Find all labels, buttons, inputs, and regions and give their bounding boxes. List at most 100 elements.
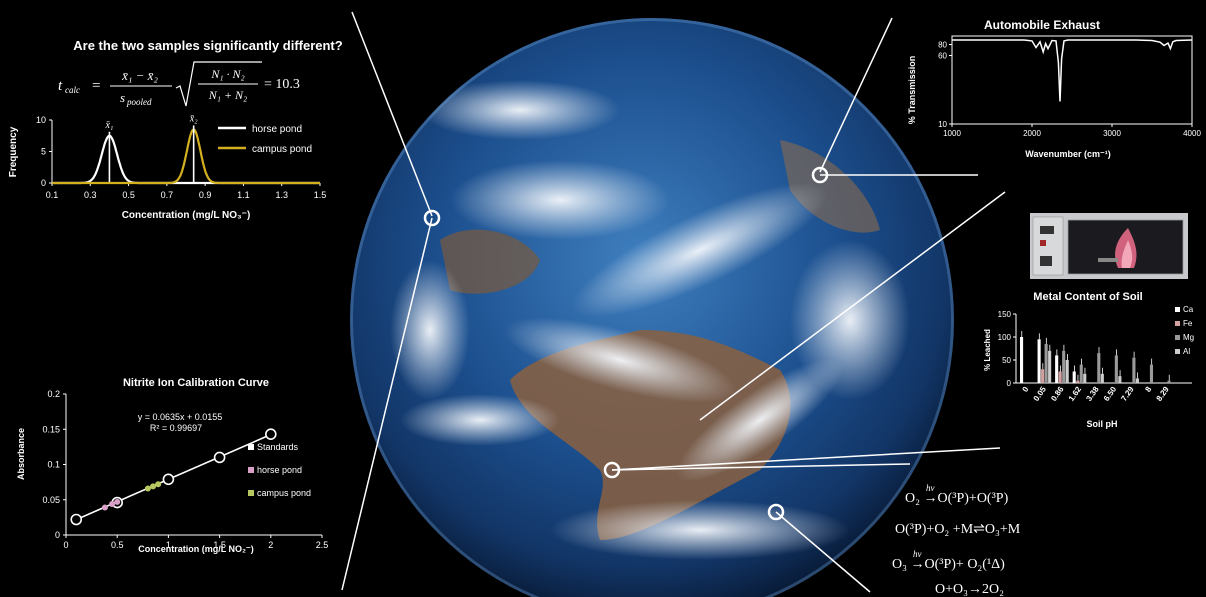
x-tick-label: 1.5 (314, 190, 327, 200)
x-tick-label: 0.05 (1032, 385, 1049, 403)
distribution-ylabel: Frequency (8, 126, 19, 177)
calibration-xlabel: Concentration (mg/L NO₂⁻) (138, 544, 254, 554)
bar-al (1118, 376, 1122, 383)
point-horse-pond (109, 500, 116, 507)
bar-al (1048, 350, 1052, 383)
bar-mg (1167, 380, 1171, 383)
ozone-reaction-4: O+O₃→2O₂ (935, 582, 1004, 597)
formula-root-numerator: N₁ · N₂ (210, 67, 244, 81)
bar-mg (1114, 355, 1118, 383)
bar-mg (1149, 364, 1154, 383)
callouts (341, 11, 1006, 593)
ir-chart: Automobile Exhaust Wavenumber (cm⁻¹) % T… (907, 18, 1201, 159)
y-tick-label: 0 (41, 178, 46, 188)
x-tick-label: 0.1 (46, 190, 59, 200)
callout-line-ir (819, 17, 893, 173)
legend-label: campus pond (252, 144, 312, 155)
x-tick-label: 2 (268, 540, 273, 550)
point-standards (264, 428, 277, 440)
y-tick-label: 80 (938, 41, 947, 50)
y-tick-label: 0.2 (47, 389, 60, 399)
legend-swatch (1175, 321, 1180, 326)
legend-swatch (248, 444, 254, 450)
x-tick-label: 1.1 (237, 190, 250, 200)
marker-circle (603, 461, 621, 479)
marker-circle (811, 166, 829, 184)
bar-fe (1076, 380, 1080, 383)
legend-label: Standards (257, 442, 299, 452)
formula-root-denominator: N₁ + N₂ (208, 88, 247, 102)
x-tick-label: 3000 (1103, 129, 1121, 138)
callout-line-ozone-3 (775, 511, 871, 593)
x-tick-label: 0 (63, 540, 68, 550)
x-tick-label: 0.5 (111, 540, 124, 550)
y-tick-label: 50 (1002, 356, 1011, 365)
legend-label: horse pond (252, 124, 302, 135)
callout-line-ozone-1 (611, 447, 1001, 471)
point-horse-pond (101, 504, 108, 511)
bar-mg (1132, 357, 1136, 383)
bar-mg (1097, 353, 1101, 383)
legend-swatch (1175, 349, 1180, 354)
point-standards (70, 513, 83, 526)
bar-mg (1044, 343, 1048, 383)
x-tick-label: 8 (1143, 385, 1153, 394)
formula-numerator: x̄₁ − x̄₂ (121, 68, 158, 83)
x-tick-label: 0.3 (84, 190, 97, 200)
mean-label: x̄₁ (104, 120, 113, 131)
point-campus-pond (150, 483, 157, 490)
calibration-chart: Nitrite Ion Calibration Curve y = 0.0635… (16, 377, 328, 554)
bar-ca (1055, 355, 1059, 383)
bar-ca (1072, 371, 1076, 383)
legend-swatch (1175, 307, 1180, 312)
x-tick-label: 1000 (943, 129, 961, 138)
point-standards (213, 451, 226, 464)
x-tick-label: 2.5 (316, 540, 329, 550)
callout-line-metals (699, 191, 1006, 421)
y-tick-label: 0.15 (42, 424, 60, 434)
marker-circle (423, 209, 441, 227)
ozone-reaction-2: O(³P)+O₂ +M⇌O₃+M (895, 522, 1021, 537)
ir-xlabel: Wavenumber (cm⁻¹) (1025, 149, 1110, 159)
formula-equals: = (92, 78, 100, 94)
formula-result: = 10.3 (264, 77, 300, 92)
x-tick-label: 0.86 (1049, 385, 1066, 403)
x-tick-label: 8.29 (1155, 385, 1172, 403)
ttest-formula: t calc = x̄₁ − x̄₂ s pooled N₁ · N₂ N₁ +… (58, 61, 300, 107)
point-horse-pond (114, 498, 121, 505)
bar-ca (1037, 339, 1041, 383)
point-campus-pond (155, 481, 162, 488)
y-tick-label: 0 (55, 530, 60, 540)
bar-al (1135, 378, 1139, 383)
calibration-r2: R² = 0.99697 (150, 423, 202, 433)
formula-lhs: t (58, 78, 63, 94)
calibration-ylabel: Absorbance (16, 428, 26, 480)
ozone-reactions: O₂ →O(³P)+O(³P)hνO(³P)+O₂ +M⇌O₃+MO₃ →O(³… (892, 483, 1021, 597)
x-tick-label: 6.50 (1102, 385, 1119, 403)
metals-xlabel: Soil pH (1087, 419, 1118, 429)
ttest-question: Are the two samples significantly differ… (73, 38, 342, 53)
earth-image (350, 18, 954, 597)
mean-label: x̄₂ (189, 113, 198, 124)
legend-swatch (248, 490, 254, 496)
formula-denominator-sub: pooled (126, 97, 152, 107)
bar-al (1100, 373, 1104, 383)
calibration-title: Nitrite Ion Calibration Curve (123, 377, 269, 389)
legend-label: Ca (1183, 305, 1194, 314)
y-tick-label: 10 (36, 115, 46, 125)
callout-line-ozone-2 (611, 463, 911, 471)
instrument-photo (1030, 213, 1188, 279)
x-tick-label: 0.9 (199, 190, 212, 200)
callout-line-calibration (341, 217, 433, 591)
x-tick-label: 4000 (1183, 129, 1201, 138)
point-standards (162, 473, 175, 486)
y-tick-label: 60 (938, 52, 947, 61)
marker-circle (767, 503, 785, 521)
ozone-hv-label: hν (926, 483, 935, 493)
x-tick-label: 7.29 (1119, 385, 1136, 403)
distribution-chart: 0.1 0.3 0.5 0.7 0.9 1.1 1.3 1.5 0 5 10 Concentratio… (8, 113, 326, 221)
ozone-reaction-1: O₂ →O(³P)+O(³P) (905, 491, 1009, 506)
ir-title: Automobile Exhaust (984, 18, 1100, 32)
y-tick-label: 0.1 (47, 460, 60, 470)
